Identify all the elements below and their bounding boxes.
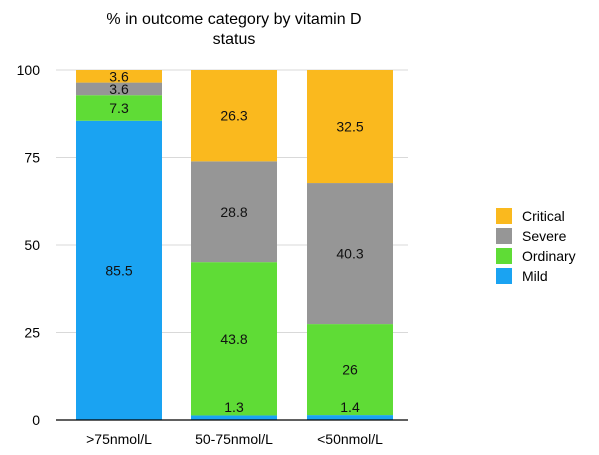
data-label: 3.6 [109, 68, 129, 84]
chart-title: % in outcome category by vitamin D status [106, 11, 361, 48]
data-label-small: 1.4 [340, 399, 360, 415]
axes: 0 25 50 75 100 >75nmol/L 50-75nmol/L <50nmol/L [17, 62, 408, 447]
legend-label: Mild [522, 268, 548, 284]
x-tick-label: >75nmol/L [86, 431, 152, 447]
bar-mild-0 [76, 120, 162, 420]
bar-ordinary-1 [191, 262, 277, 416]
bar-critical-1 [191, 70, 277, 162]
bar-ordinary-2 [307, 324, 393, 416]
y-tick-label: 50 [24, 237, 40, 253]
chart-title-line: % in outcome category by vitamin D [106, 11, 361, 28]
y-tick-label: 100 [17, 62, 41, 78]
data-label: 28.8 [220, 204, 247, 220]
y-tick-label: 75 [24, 150, 40, 166]
data-labels: 85.5 7.3 3.63.6 43.8 28.8 26.3 26 40.3 32.5 1.3 1.… [105, 68, 363, 415]
legend-swatch-mild [496, 268, 512, 284]
x-tick-label: <50nmol/L [317, 431, 383, 447]
bars [76, 70, 393, 420]
legend: Critical Severe Ordinary Mild [496, 208, 576, 284]
data-label: 3.6 [109, 81, 129, 97]
legend-label: Severe [522, 228, 567, 244]
data-label: 7.3 [109, 100, 129, 116]
data-label-small: 1.3 [224, 399, 244, 415]
data-label: 40.3 [336, 246, 363, 262]
legend-swatch-critical [496, 208, 512, 224]
y-tick-label: 0 [32, 412, 40, 428]
data-label: 26 [342, 362, 358, 378]
bar-ordinary-0 [76, 95, 162, 121]
legend-label: Ordinary [522, 248, 576, 264]
data-label: 32.5 [336, 119, 363, 135]
data-label: 43.8 [220, 331, 247, 347]
bar-critical-0 [76, 70, 162, 83]
bar-critical-2 [307, 70, 393, 184]
bar-severe-0 [76, 82, 162, 96]
bar-severe-2 [307, 183, 393, 325]
x-tick-label: 50-75nmol/L [195, 431, 273, 447]
data-label: 26.3 [220, 108, 247, 124]
bar-mild-2 [307, 415, 393, 420]
legend-label: Critical [522, 208, 565, 224]
bar-mild-1 [191, 415, 277, 420]
legend-swatch-ordinary [496, 248, 512, 264]
y-tick-label: 25 [24, 325, 40, 341]
data-label: 85.5 [105, 262, 132, 278]
legend-swatch-severe [496, 228, 512, 244]
bar-severe-1 [191, 161, 277, 263]
chart-title-line: status [213, 31, 256, 48]
